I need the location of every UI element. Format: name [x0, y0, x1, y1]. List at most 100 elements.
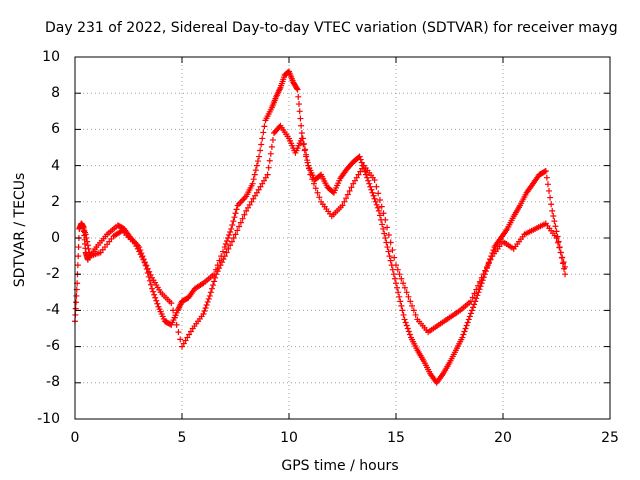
data-point: [175, 329, 182, 336]
data-point: [307, 171, 314, 178]
data-point: [373, 183, 380, 190]
data-point: [265, 164, 272, 171]
data-point: [382, 216, 389, 223]
data-point: [401, 284, 408, 291]
data-point: [309, 176, 316, 183]
data-point: [140, 256, 147, 263]
data-point: [394, 284, 401, 291]
data-point: [267, 150, 274, 157]
data-point: [364, 174, 371, 181]
data-point: [556, 244, 563, 251]
data-point: [359, 165, 366, 172]
data-point: [368, 186, 375, 193]
grid: [75, 57, 610, 419]
data-point: [372, 198, 379, 205]
data-point: [410, 307, 417, 314]
data-point: [74, 262, 81, 269]
data-point: [310, 180, 317, 187]
data-point: [205, 295, 212, 302]
y-tick-label: 6: [51, 121, 60, 137]
data-point: [152, 294, 159, 301]
data-point: [403, 322, 410, 329]
data-point: [375, 207, 382, 214]
data-point: [228, 238, 235, 245]
data-point: [221, 244, 228, 251]
data-point: [350, 180, 357, 187]
y-tick-label: -2: [46, 266, 60, 282]
data-point: [150, 288, 157, 295]
data-point: [300, 140, 307, 147]
data-point: [387, 239, 394, 246]
data-point: [147, 271, 154, 278]
data-point: [141, 259, 148, 266]
data-point: [200, 311, 207, 318]
x-axis-label: GPS time / hours: [281, 458, 399, 474]
data-point: [314, 189, 321, 196]
data-point: [153, 297, 160, 304]
data-point: [254, 158, 261, 165]
data-point: [264, 171, 271, 178]
data-point: [257, 147, 264, 154]
data-point: [253, 189, 260, 196]
data-point: [405, 328, 412, 335]
data-point: [144, 265, 151, 272]
data-point: [151, 291, 158, 298]
data-point: [339, 202, 346, 209]
data-point: [379, 221, 386, 228]
data-point: [210, 282, 217, 289]
data-point: [387, 257, 394, 264]
data-point: [399, 307, 406, 314]
data-point: [255, 186, 262, 193]
data-point: [384, 244, 391, 251]
data-point: [378, 203, 385, 210]
data-point: [375, 190, 382, 197]
data-point: [371, 195, 378, 202]
data-point: [248, 198, 255, 205]
data-point: [253, 162, 260, 169]
data-point: [465, 316, 472, 323]
data-point: [393, 262, 399, 269]
data-point: [482, 267, 489, 274]
data-point: [154, 300, 161, 307]
data-point: [237, 219, 244, 226]
chart-title: Day 231 of 2022, Sidereal Day-to-day VTE…: [45, 20, 618, 36]
data-point: [401, 316, 408, 323]
data-point: [223, 249, 230, 256]
data-point: [243, 207, 250, 214]
data-point: [259, 135, 266, 142]
data-point: [391, 254, 398, 261]
y-axis-label: SDTVAR / TECUs: [12, 172, 28, 288]
data-point: [543, 174, 550, 181]
data-point: [251, 171, 258, 178]
data-point: [261, 123, 268, 130]
data-point: [220, 248, 227, 255]
data-point: [217, 262, 224, 269]
data-point: [366, 180, 373, 187]
data-point: [231, 214, 238, 221]
data-point: [384, 224, 391, 231]
data-point: [303, 153, 310, 160]
tick-marks: [74, 56, 611, 420]
data-point: [146, 277, 153, 284]
data-point: [256, 153, 263, 160]
data-point: [460, 331, 467, 338]
data-point: [296, 108, 303, 115]
data-point: [483, 263, 490, 270]
y-tick-label: -8: [46, 374, 60, 390]
data-point: [396, 271, 403, 278]
series-track-a: [72, 68, 569, 386]
data-point: [250, 195, 257, 202]
data-point: [562, 271, 569, 278]
data-point: [544, 181, 551, 188]
data-point: [252, 192, 259, 199]
data-point: [304, 159, 311, 166]
data-point: [473, 286, 480, 293]
data-point: [184, 334, 191, 341]
data-point: [268, 143, 275, 150]
data-point: [463, 322, 470, 329]
data-point: [298, 130, 305, 137]
data-point: [471, 301, 478, 308]
data-point: [475, 282, 482, 289]
data-point: [218, 259, 225, 266]
data-point: [487, 256, 494, 263]
